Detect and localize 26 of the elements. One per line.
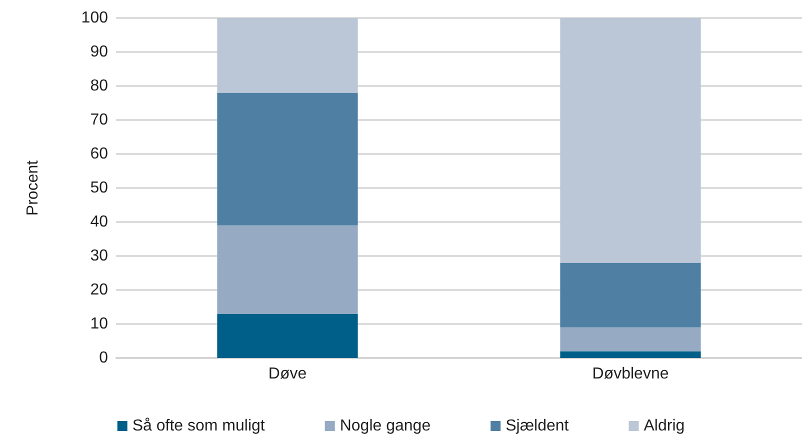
y-tick-label: 0 [99,350,108,366]
bar [217,18,358,93]
y-tick-label: 30 [90,248,108,264]
bar [560,18,701,263]
bar [560,351,701,358]
legend-label: Sjældent [506,418,570,434]
y-tick-label: 40 [90,214,108,230]
legend-label: Aldrig [644,418,685,434]
y-axis-title: Procent [24,160,42,216]
y-tick-label: 20 [90,282,108,298]
y-tick-label: 50 [90,180,108,196]
y-tick-label: 90 [90,44,108,60]
y-tick-label: 10 [90,316,108,332]
y-tick-label: 60 [90,146,108,162]
y-tick-label: 100 [81,10,108,26]
bar [560,327,701,352]
x-tick-label: Døve [268,366,307,382]
y-tick-label: 80 [90,78,108,94]
bar [217,314,358,358]
legend-label: Nogle gange [340,418,431,434]
bar [560,262,701,328]
bar [217,92,358,226]
y-tick-label: 70 [90,112,108,128]
bar [217,225,358,314]
x-tick-label: Døvblevne [592,366,669,382]
legend-label: Så ofte som muligt [132,418,266,434]
